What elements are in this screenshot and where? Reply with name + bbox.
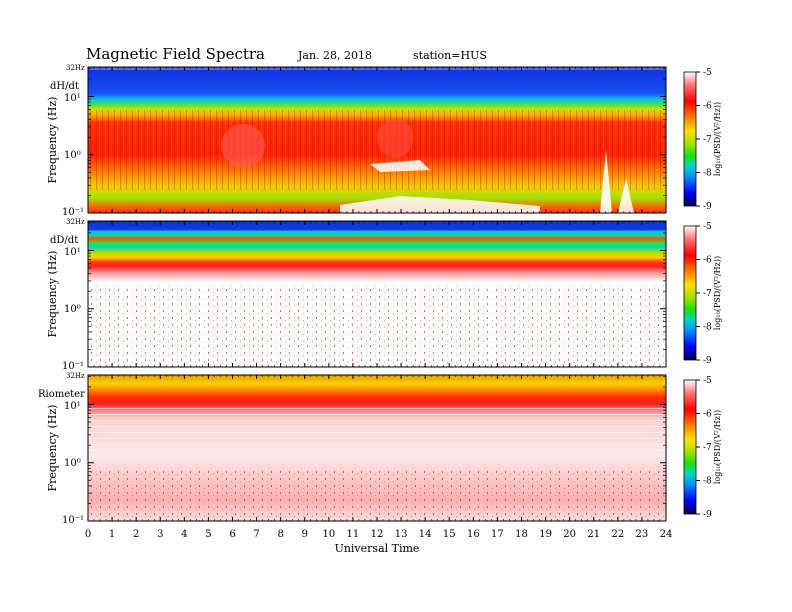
y-tick-label: 10⁻¹ bbox=[62, 515, 84, 526]
y-tick-label: 10¹ bbox=[64, 247, 81, 258]
panel-label-dh-dt: dH/dt bbox=[50, 81, 79, 92]
quiet-band-2 bbox=[340, 196, 540, 213]
x-tick-label: 21 bbox=[587, 529, 600, 540]
intensity-patch-1 bbox=[221, 124, 265, 168]
x-tick-label: 6 bbox=[229, 529, 235, 540]
colorbar-1: -5 -6 -7 -8 -9 log₁₀(PSD/(V²/Hz)) bbox=[683, 68, 722, 212]
y-tick-label: 10¹ bbox=[64, 93, 81, 104]
colorbar-tick-label: -7 bbox=[703, 135, 712, 145]
y-axis-ticks bbox=[88, 68, 666, 522]
x-tick-label: 23 bbox=[636, 529, 649, 540]
colorbar-tick-label: -6 bbox=[703, 256, 712, 266]
top-freq-label-2: 32Hz bbox=[66, 218, 85, 226]
intensity-patch-2 bbox=[377, 118, 413, 158]
x-tick-label: 10 bbox=[322, 529, 335, 540]
x-tick-label: 22 bbox=[611, 529, 624, 540]
colorbar-3: -5 -6 -7 -8 -9 log₁₀(PSD/(V²/Hz)) bbox=[683, 376, 722, 520]
station-label: station=HUS bbox=[413, 49, 487, 62]
x-tick-label: 15 bbox=[443, 529, 456, 540]
panel-dd-dt: 32Hz dD/dt 10¹ 10⁰ 10⁻¹ Frequency (Hz) bbox=[46, 218, 667, 372]
x-tick-label: 3 bbox=[157, 529, 163, 540]
colorbar-tick-label: -6 bbox=[703, 410, 712, 420]
x-tick-label: 7 bbox=[253, 529, 259, 540]
x-tick-label: 9 bbox=[302, 529, 308, 540]
panel-label-riometer: Riometer bbox=[38, 389, 85, 400]
x-tick-label: 4 bbox=[181, 529, 187, 540]
x-tick-label: 20 bbox=[563, 529, 576, 540]
x-axis-label: Universal Time bbox=[335, 542, 420, 555]
y-axis-label: Frequency (Hz) bbox=[46, 405, 59, 492]
colorbar-tick-label: -5 bbox=[703, 222, 712, 232]
top-freq-label-1: 32Hz bbox=[66, 64, 85, 72]
x-tick-label: 8 bbox=[277, 529, 283, 540]
y-tick-label: 10⁰ bbox=[64, 150, 81, 161]
x-tick-label: 24 bbox=[660, 529, 673, 540]
colorbar-tick-label: -8 bbox=[703, 323, 712, 333]
y-tick-label: 10⁻¹ bbox=[62, 361, 84, 372]
colorbar-tick-label: -8 bbox=[703, 169, 712, 179]
colorbar-tick-label: -9 bbox=[703, 202, 712, 212]
colorbar-2: -5 -6 -7 -8 -9 log₁₀(PSD/(V²/Hz)) bbox=[683, 222, 722, 366]
colorbar-scale bbox=[683, 71, 697, 207]
y-axis-label: Frequency (Hz) bbox=[46, 251, 59, 338]
colorbar-scale bbox=[683, 379, 697, 515]
x-tick-label: 14 bbox=[419, 529, 432, 540]
colorbar-tick-label: -7 bbox=[703, 289, 712, 299]
colorbar-label: log₁₀(PSD/(V²/Hz)) bbox=[713, 256, 722, 330]
top-freq-label-3: 32Hz bbox=[66, 372, 85, 380]
y-tick-label: 10⁰ bbox=[64, 458, 81, 469]
panel-dh-dt: 32Hz dH/dt 10¹ 10⁰ 10⁻¹ Frequency (Hz) bbox=[46, 64, 667, 218]
colorbar-label: log₁₀(PSD/(V²/Hz)) bbox=[713, 102, 722, 176]
x-tick-label: 13 bbox=[395, 529, 408, 540]
y-tick-label: 10¹ bbox=[64, 401, 81, 412]
date-label: Jan. 28, 2018 bbox=[297, 49, 372, 62]
x-tick-label: 18 bbox=[515, 529, 528, 540]
colorbar-label: log₁₀(PSD/(V²/Hz)) bbox=[713, 410, 722, 484]
x-axis: 0 1 2 3 4 5 6 7 8 9 10 11 12 13 14 15 16 17 18 19 20 21 22 23 24 bbox=[85, 67, 673, 540]
x-tick-label: 19 bbox=[539, 529, 552, 540]
colorbar-scale bbox=[683, 225, 697, 361]
panel-riometer: 32Hz Riometer 10¹ 10⁰ 10⁻¹ Frequency (Hz… bbox=[38, 372, 667, 526]
colorbar-tick-label: -5 bbox=[703, 68, 712, 78]
y-axis-label: Frequency (Hz) bbox=[46, 97, 59, 184]
x-tick-label: 11 bbox=[347, 529, 360, 540]
colorbar-tick-label: -7 bbox=[703, 443, 712, 453]
x-tick-label: 1 bbox=[109, 529, 115, 540]
x-tick-label: 17 bbox=[491, 529, 504, 540]
y-tick-label: 10⁻¹ bbox=[62, 207, 84, 218]
x-tick-label: 16 bbox=[467, 529, 480, 540]
colorbar-tick-label: -5 bbox=[703, 376, 712, 386]
quiet-spike-2 bbox=[618, 178, 634, 213]
x-tick-label: 0 bbox=[85, 529, 91, 540]
figure-title: Magnetic Field Spectra bbox=[86, 45, 265, 63]
panel-label-dd-dt: dD/dt bbox=[50, 235, 78, 246]
colorbar-tick-label: -6 bbox=[703, 102, 712, 112]
colorbar-tick-label: -9 bbox=[703, 510, 712, 520]
quiet-band-1 bbox=[370, 160, 430, 172]
x-tick-label: 5 bbox=[205, 529, 211, 540]
x-tick-label: 12 bbox=[371, 529, 384, 540]
x-tick-label: 2 bbox=[133, 529, 139, 540]
y-tick-label: 10⁰ bbox=[64, 304, 81, 315]
colorbar-tick-label: -9 bbox=[703, 356, 712, 366]
quiet-spike-1 bbox=[600, 150, 612, 213]
colorbar-tick-label: -8 bbox=[703, 477, 712, 487]
